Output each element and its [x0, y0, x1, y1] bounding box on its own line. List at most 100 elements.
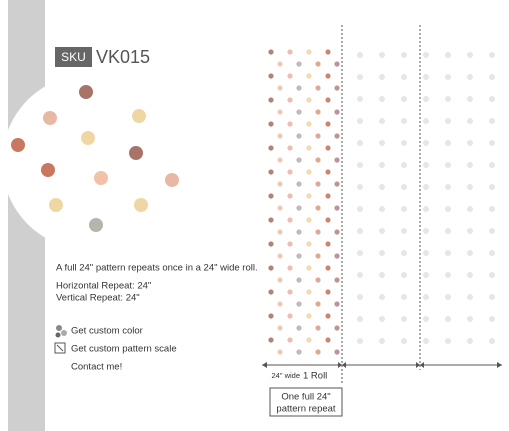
pattern-dot: [325, 145, 331, 151]
pattern-dot: [306, 97, 312, 103]
pattern-dot: [467, 294, 473, 300]
pattern-dot: [445, 184, 451, 190]
pattern-dot: [306, 73, 312, 79]
pattern-dot: [467, 184, 473, 190]
pattern-dot: [467, 140, 473, 146]
pattern-dot: [467, 338, 473, 344]
pattern-dot: [401, 316, 407, 322]
pattern-dot: [268, 169, 274, 175]
pattern-dot: [445, 250, 451, 256]
pattern-dot: [357, 316, 363, 322]
pattern-dot: [423, 162, 429, 168]
pattern-dot: [315, 229, 321, 235]
pattern-dot: [489, 272, 495, 278]
contact[interactable]: Contact me!: [71, 362, 122, 373]
pattern-dot: [296, 157, 302, 163]
pattern-dot: [334, 205, 340, 211]
pattern-dot: [445, 118, 451, 124]
pattern-dot: [315, 133, 321, 139]
pattern-dot: [11, 138, 25, 152]
pattern-dot: [306, 241, 312, 247]
pattern-dot: [306, 193, 312, 199]
pattern-dot: [277, 253, 283, 259]
pattern-dot: [306, 313, 312, 319]
pattern-dot: [325, 265, 331, 271]
pattern-dot: [268, 97, 274, 103]
pattern-dot: [268, 313, 274, 319]
pattern-dot: [357, 96, 363, 102]
pattern-dot: [401, 338, 407, 344]
pattern-dot: [325, 241, 331, 247]
pattern-dot: [379, 294, 385, 300]
pattern-dot: [379, 52, 385, 58]
pattern-dot: [325, 313, 331, 319]
pattern-dot: [315, 277, 321, 283]
pattern-dot: [296, 133, 302, 139]
pattern-dot: [401, 96, 407, 102]
pattern-dot: [49, 198, 63, 212]
pattern-dot: [306, 265, 312, 271]
pattern-dot: [489, 294, 495, 300]
pattern-dot: [357, 140, 363, 146]
pattern-dot: [287, 169, 293, 175]
pattern-dot: [277, 277, 283, 283]
pattern-dot: [357, 228, 363, 234]
pattern-dot: [277, 109, 283, 115]
custom-color[interactable]: Get custom color: [71, 326, 143, 337]
pattern-dot: [379, 184, 385, 190]
pattern-dot: [296, 277, 302, 283]
swatch-dots: [11, 85, 179, 232]
pattern-dot: [315, 253, 321, 259]
pattern-dot: [489, 338, 495, 344]
pattern-dot: [268, 241, 274, 247]
pattern-dot: [489, 96, 495, 102]
pattern-dot: [489, 140, 495, 146]
pattern-dot: [287, 97, 293, 103]
pattern-dot: [277, 181, 283, 187]
pattern-dot: [268, 49, 274, 55]
pattern-dot: [379, 316, 385, 322]
pattern-dot: [296, 301, 302, 307]
pattern-dot: [277, 325, 283, 331]
pattern-dot: [467, 206, 473, 212]
pattern-dot: [467, 272, 473, 278]
pattern-dot: [467, 118, 473, 124]
pattern-dot: [325, 73, 331, 79]
pattern-dot: [334, 277, 340, 283]
pattern-dot: [401, 228, 407, 234]
pattern-dot: [287, 289, 293, 295]
pattern-dot: [423, 206, 429, 212]
pattern-dot: [379, 118, 385, 124]
pattern-dot: [357, 184, 363, 190]
pattern-dot: [357, 206, 363, 212]
pattern-dot: [296, 181, 302, 187]
pattern-dot: [268, 217, 274, 223]
pattern-dot: [445, 316, 451, 322]
pattern-dot: [315, 61, 321, 67]
pattern-dot: [379, 162, 385, 168]
pattern-dot: [357, 250, 363, 256]
pattern-dot: [268, 337, 274, 343]
pattern-dot: [277, 301, 283, 307]
pattern-dot: [132, 109, 146, 123]
pattern-dot: [268, 289, 274, 295]
pattern-dot: [489, 74, 495, 80]
pattern-dot: [296, 253, 302, 259]
pattern-dot: [445, 206, 451, 212]
pattern-dot: [423, 250, 429, 256]
pattern-dot: [379, 250, 385, 256]
pattern-dot: [357, 294, 363, 300]
pattern-dot: [277, 157, 283, 163]
pattern-dot: [423, 140, 429, 146]
pattern-dot: [296, 85, 302, 91]
repeat-line2: pattern repeat: [276, 404, 336, 415]
pattern-dot: [268, 73, 274, 79]
pattern-dot: [357, 118, 363, 124]
pattern-dot: [379, 228, 385, 234]
pattern-dot: [296, 229, 302, 235]
pattern-dot: [379, 96, 385, 102]
pattern-dot: [445, 74, 451, 80]
pattern-dot: [423, 52, 429, 58]
pattern-dot: [287, 73, 293, 79]
custom-scale[interactable]: Get custom pattern scale: [71, 344, 177, 355]
